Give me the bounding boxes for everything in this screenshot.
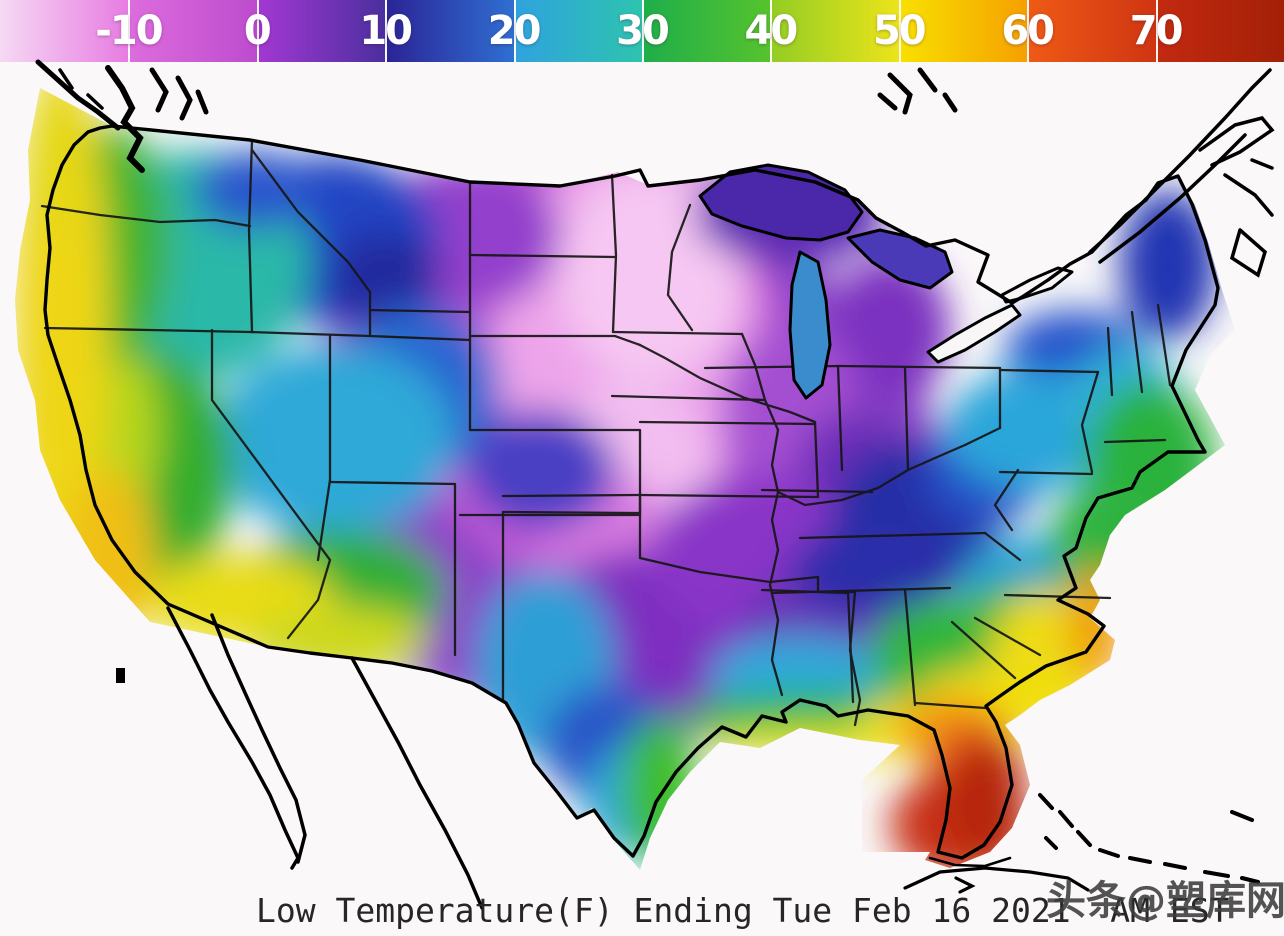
caribbean-outlines — [903, 793, 1260, 894]
temperature-legend-bar: -10 0 10 20 30 40 50 60 70 — [0, 0, 1284, 62]
us-border-outline — [43, 124, 1220, 860]
watermark-text: 头条@塑库网 — [1046, 878, 1284, 924]
legend-segment — [898, 0, 1028, 62]
canada-outlines — [35, 59, 1275, 278]
legend-segment — [1027, 0, 1156, 62]
map-caption: Low Temperature(F) Ending Tue Feb 16 202… — [256, 891, 1230, 930]
legend-tick-label: -10 — [95, 8, 163, 54]
legend-segment — [513, 0, 642, 62]
temperature-region-minnesota-pale-pink — [560, 170, 740, 380]
legend-tick-label: 0 — [243, 8, 272, 54]
temperature-field — [15, 88, 1216, 870]
legend-tick-label: 60 — [1001, 8, 1055, 54]
legend-segment — [385, 0, 514, 62]
legend-tick-label: 70 — [1129, 8, 1184, 54]
mexico-outlines — [116, 606, 484, 910]
legend-segment — [642, 0, 771, 62]
temperature-region-great-basin-cyan — [215, 345, 455, 535]
temperature-region-nw-coast-yellow — [25, 88, 85, 240]
legend-segment — [1155, 0, 1284, 62]
temperature-region-california-valley-yellowgreen — [100, 355, 160, 505]
legend-tick-label: 20 — [487, 8, 542, 54]
legend-segment — [256, 0, 386, 62]
legend-segment — [770, 0, 899, 62]
legend-tick-label: 30 — [616, 8, 670, 54]
temperature-region-north-washington-blue — [195, 150, 315, 230]
legend-tick-label: 50 — [872, 8, 927, 54]
temperature-region-socal-coast-gold — [65, 470, 155, 640]
state-borders — [40, 138, 1172, 727]
legend-tick-label: 10 — [359, 8, 413, 54]
temperature-region-florida-red-core — [945, 740, 1025, 860]
temperature-region-new-jersey-green — [1050, 480, 1160, 610]
temperature-region-montana-dark-pocket — [330, 230, 440, 330]
temperature-region-colorado-blue-purple — [465, 410, 615, 530]
legend-tick-label: 40 — [744, 8, 799, 54]
temperature-region-texas-coast-green — [622, 717, 698, 867]
legend-segment — [128, 0, 257, 62]
legend-segment — [0, 0, 129, 62]
